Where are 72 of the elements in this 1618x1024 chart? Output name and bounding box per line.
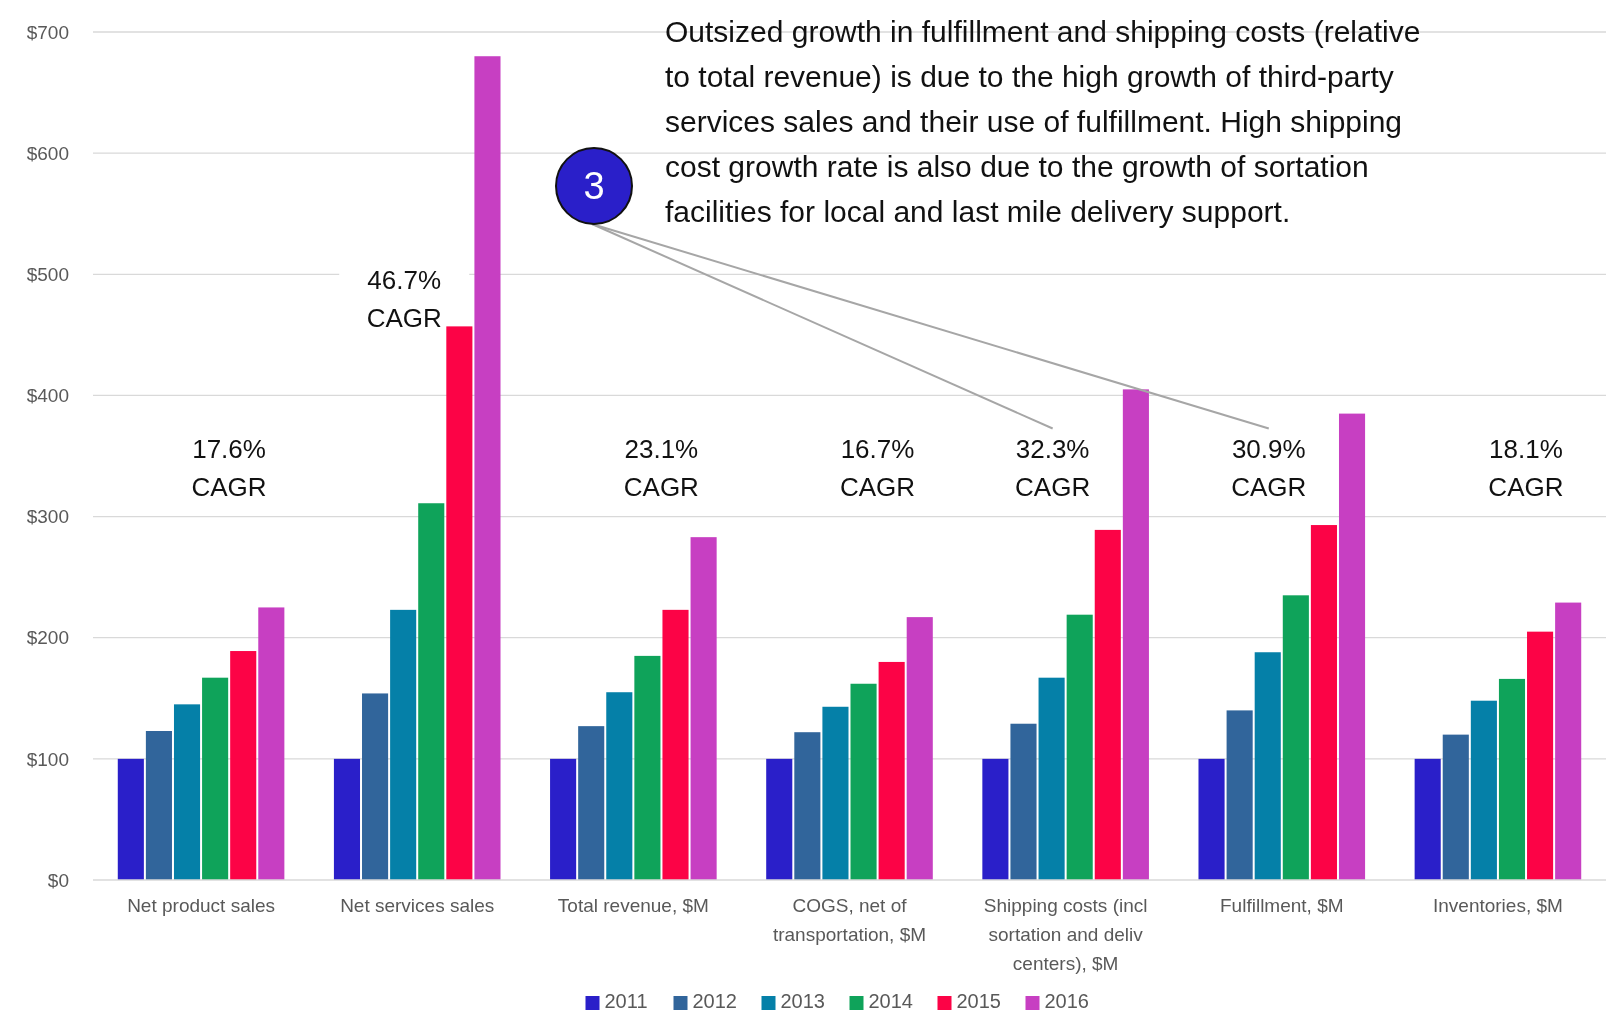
legend-label: 2012 xyxy=(692,990,737,1012)
annotation: 30.9% CAGR xyxy=(1231,433,1307,502)
x-tick-label: Total revenue, $M xyxy=(557,895,709,916)
x-tick-label: Inventories, $M xyxy=(1432,895,1563,916)
bar xyxy=(794,732,821,880)
bar xyxy=(474,56,501,880)
y-tick-label: $500 xyxy=(26,263,69,285)
bar xyxy=(1010,723,1037,880)
bar xyxy=(333,758,361,880)
annotation: 32.3% CAGR xyxy=(1015,433,1091,502)
y-tick-label: $200 xyxy=(26,627,69,649)
y-tick-label: $0 xyxy=(47,869,69,891)
bar xyxy=(766,758,793,880)
bar xyxy=(418,503,445,880)
annotation: 3 xyxy=(583,165,605,208)
y-tick-label: $300 xyxy=(26,506,69,528)
y-tick-label: $400 xyxy=(26,385,69,407)
bar xyxy=(906,617,933,880)
bar xyxy=(173,704,201,880)
bar xyxy=(822,706,849,880)
bar xyxy=(1470,700,1497,880)
y-tick-label: $100 xyxy=(26,748,69,770)
bar xyxy=(1066,614,1093,880)
legend-label: 2015 xyxy=(956,990,1001,1012)
bar xyxy=(662,609,689,880)
x-tick-label: Shipping costs (incl sortation and deliv centers), $M xyxy=(983,895,1148,974)
x-tick-label: Net services sales xyxy=(340,895,495,916)
bar xyxy=(258,607,285,880)
x-tick-label: Fulfillment, $M xyxy=(1220,895,1344,916)
bar xyxy=(982,758,1009,880)
bar xyxy=(1310,525,1337,880)
annotation: 16.7% CAGR xyxy=(839,433,916,502)
bar xyxy=(1122,389,1149,880)
bar xyxy=(446,326,473,880)
bar xyxy=(878,661,905,880)
annotation: 23.1% CAGR xyxy=(623,433,699,502)
legend-label: 2013 xyxy=(780,990,825,1012)
bar xyxy=(117,758,144,880)
x-tick-label: Net product sales xyxy=(127,895,275,916)
bar xyxy=(1226,710,1253,880)
annotation: 46.7% CAGR xyxy=(366,265,442,334)
bar xyxy=(578,726,605,880)
bar xyxy=(550,758,577,880)
bar xyxy=(1254,652,1281,880)
bar xyxy=(690,537,717,880)
y-tick-label: $600 xyxy=(26,142,69,164)
y-tick-label: $700 xyxy=(26,21,69,43)
legend-label: 2014 xyxy=(868,990,913,1012)
bar xyxy=(390,609,417,880)
bar xyxy=(1527,631,1554,880)
bar xyxy=(606,692,633,880)
bar xyxy=(145,730,172,880)
bar xyxy=(1498,678,1526,880)
annotation: Outsized growth in fulfillment and shipping costs (relative to total revenue) is due to the high growth of third-party services sales and their use of fulfillment. High shipping cost growth rate is also due to the growth of sortation facilities for local and last mile delivery support. xyxy=(665,15,1421,228)
x-tick-label: COGS, net of transportation, $M xyxy=(772,895,927,945)
bar xyxy=(230,651,257,880)
bar xyxy=(634,655,661,880)
legend-label: 2016 xyxy=(1044,990,1089,1012)
bar xyxy=(1038,677,1065,880)
bar xyxy=(1094,529,1121,880)
bar xyxy=(1338,413,1366,880)
bar xyxy=(850,683,877,880)
bar xyxy=(202,677,229,880)
annotation: 18.1% CAGR xyxy=(1488,433,1564,502)
bar xyxy=(1442,734,1469,880)
legend-label: 2011 xyxy=(604,990,648,1012)
bar xyxy=(1198,758,1225,880)
bar xyxy=(362,693,389,880)
bar xyxy=(1414,758,1441,880)
bar xyxy=(1555,602,1582,880)
bar xyxy=(1282,595,1309,880)
annotation: 17.6% CAGR xyxy=(191,433,267,502)
